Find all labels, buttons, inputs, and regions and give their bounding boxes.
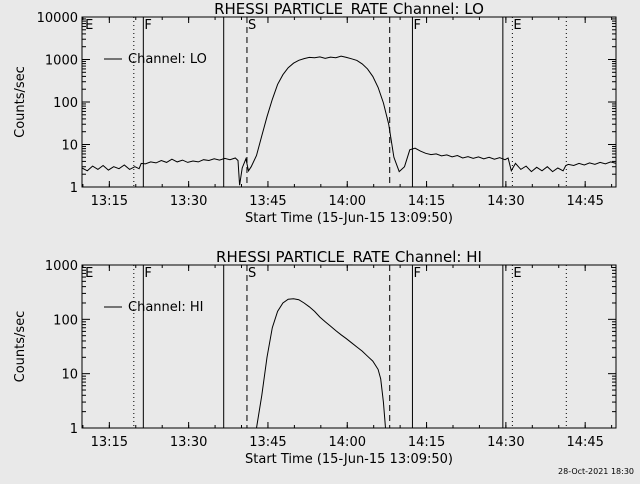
x-tick-label: 13:15 <box>91 435 128 450</box>
event-marker-label: S <box>248 266 256 281</box>
panel-hi: RHESSI PARTICLE_RATE Channel: HI Counts/… <box>13 248 617 467</box>
x-ticks-lo: 13:15 13:30 13:45 14:00 14:15 14:30 14:45 <box>82 17 613 209</box>
event-marker-label: F <box>413 18 420 33</box>
x-tick-label: 14:00 <box>329 194 366 209</box>
y-ticks-hi: 1 10 100 1000 <box>45 259 616 437</box>
x-tick-label: 14:00 <box>329 435 366 450</box>
y-axis-label-lo: Counts/sec <box>13 66 28 138</box>
y-tick-label: 10 <box>61 139 78 154</box>
series-line <box>256 298 386 429</box>
series-line <box>81 55 617 186</box>
series-lo <box>81 55 617 186</box>
y-tick-label: 100 <box>53 313 78 328</box>
y-tick-label: 10000 <box>37 11 78 26</box>
series-hi <box>256 298 386 429</box>
x-tick-label: 13:30 <box>170 194 207 209</box>
x-tick-label: 13:45 <box>249 435 286 450</box>
event-marker-label: E <box>513 18 521 33</box>
event-marker-label: E <box>85 18 93 33</box>
x-tick-label: 13:15 <box>91 194 128 209</box>
x-tick-label: 14:15 <box>408 435 445 450</box>
legend-label-lo: Channel: LO <box>128 52 207 67</box>
y-tick-label: 1000 <box>45 259 78 274</box>
chart-title-hi: RHESSI PARTICLE_RATE Channel: HI <box>216 248 482 267</box>
x-axis-label-lo: Start Time (15-Jun-15 13:09:50) <box>245 211 453 226</box>
x-tick-label: 14:30 <box>487 435 524 450</box>
x-tick-label: 13:45 <box>249 194 286 209</box>
y-tick-label: 100 <box>53 96 78 111</box>
plot-area-lo <box>81 16 617 188</box>
legend-label-hi: Channel: HI <box>128 300 204 315</box>
x-tick-label: 14:15 <box>408 194 445 209</box>
event-marker-label: E <box>513 266 521 281</box>
y-tick-label: 10 <box>61 368 78 383</box>
y-axis-label-hi: Counts/sec <box>13 311 28 383</box>
y-tick-label: 1 <box>70 181 78 196</box>
event-marker-label: S <box>248 18 256 33</box>
legend-hi: Channel: HI <box>104 300 204 315</box>
footer-timestamp: 28-Oct-2021 18:30 <box>558 467 634 476</box>
event-marker-label: F <box>144 18 151 33</box>
x-ticks-hi: 13:15 13:30 13:45 14:00 14:15 14:30 14:45 <box>82 265 613 450</box>
event-marker-label: F <box>413 266 420 281</box>
x-tick-label: 14:45 <box>566 435 603 450</box>
y-tick-label: 1000 <box>45 54 78 69</box>
x-tick-label: 13:30 <box>170 435 207 450</box>
y-ticks-lo: 1 10 100 1000 10000 <box>37 11 616 196</box>
y-tick-label: 1 <box>70 422 78 437</box>
chart-title-lo: RHESSI PARTICLE_RATE Channel: LO <box>214 0 484 19</box>
legend-lo: Channel: LO <box>104 52 207 67</box>
event-marker-label: E <box>85 266 93 281</box>
panel-lo: RHESSI PARTICLE_RATE Channel: LO Counts/… <box>13 0 617 226</box>
x-tick-label: 14:30 <box>487 194 524 209</box>
event-marker-label: F <box>144 266 151 281</box>
x-tick-label: 14:45 <box>566 194 603 209</box>
x-axis-label-hi: Start Time (15-Jun-15 13:09:50) <box>245 452 453 467</box>
plot-area-hi <box>81 264 617 429</box>
